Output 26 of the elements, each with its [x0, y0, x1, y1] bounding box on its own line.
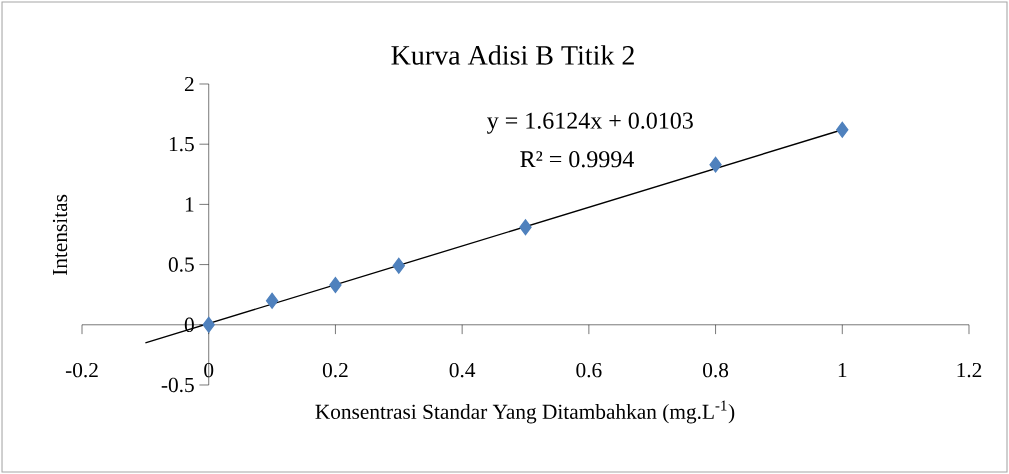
x-tick-label: 0 — [204, 362, 214, 378]
point — [202, 316, 215, 333]
y-tick-label: 0 — [184, 317, 194, 332]
y-tick-label: 1.5 — [169, 137, 194, 152]
point — [329, 277, 342, 294]
annotation: R² = 0.9994 — [520, 151, 634, 168]
y-tick-label: 1 — [185, 197, 194, 212]
y-tick-label: -0.5 — [161, 377, 194, 393]
x-tick-label: 0.4 — [449, 362, 476, 378]
point — [265, 292, 279, 309]
x-tick-label: 0.8 — [703, 362, 729, 378]
x-tick-label: 1.2 — [957, 362, 982, 378]
chart-title: Kurva Adisi B Titik 2 — [391, 45, 634, 65]
x-tick-label: 0.2 — [322, 362, 348, 378]
point — [709, 156, 722, 173]
point — [392, 257, 405, 274]
y-axis-title: Intensitas — [52, 194, 68, 276]
y-tick-label: 2 — [184, 76, 194, 92]
point — [836, 121, 849, 138]
y-tick-label: 0.5 — [168, 257, 194, 272]
x-tick-label: 0.6 — [576, 362, 602, 378]
x-axis-title: Konsentrasi Standar Yang Ditambahkan (mg.L$^{-1}$) — [315, 400, 735, 424]
annotation: y = 1.6124x + 0.0103 — [487, 112, 693, 134]
x-tick-label: 1 — [838, 362, 847, 377]
x-tick-label: -0.2 — [65, 362, 98, 378]
point — [519, 219, 532, 236]
